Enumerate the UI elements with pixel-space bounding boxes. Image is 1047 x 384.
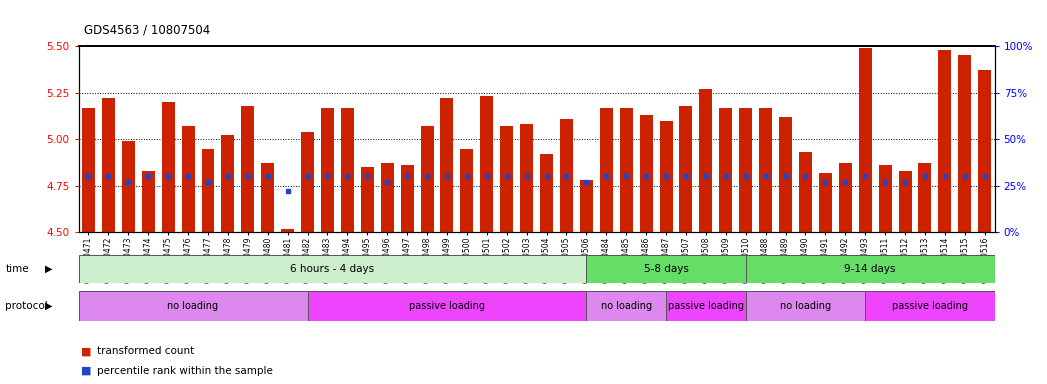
- Bar: [282, 228, 294, 232]
- Text: 9-14 days: 9-14 days: [845, 264, 896, 274]
- Bar: [958, 55, 972, 232]
- Bar: [520, 124, 533, 232]
- Text: protocol: protocol: [5, 301, 48, 311]
- Bar: [580, 180, 593, 232]
- Text: transformed count: transformed count: [97, 346, 195, 356]
- Bar: [600, 108, 612, 232]
- Bar: [859, 48, 872, 232]
- Bar: [262, 164, 274, 232]
- Bar: [759, 108, 772, 232]
- Bar: [141, 171, 155, 232]
- Text: passive loading: passive loading: [668, 301, 743, 311]
- Bar: [79, 255, 586, 283]
- Bar: [540, 154, 553, 232]
- Bar: [586, 255, 745, 283]
- Bar: [680, 106, 692, 232]
- Bar: [745, 291, 865, 321]
- Text: 5-8 days: 5-8 days: [644, 264, 689, 274]
- Bar: [878, 165, 892, 232]
- Bar: [361, 167, 374, 232]
- Bar: [201, 149, 215, 232]
- Bar: [82, 108, 95, 232]
- Bar: [121, 141, 135, 232]
- Text: passive loading: passive loading: [409, 301, 485, 311]
- Bar: [978, 70, 992, 232]
- Bar: [640, 115, 652, 232]
- Bar: [745, 255, 995, 283]
- Bar: [461, 149, 473, 232]
- Bar: [779, 117, 792, 232]
- Text: passive loading: passive loading: [892, 301, 967, 311]
- Text: ■: ■: [81, 366, 91, 376]
- Bar: [865, 291, 995, 321]
- Bar: [242, 106, 254, 232]
- Bar: [102, 98, 115, 232]
- Text: no loading: no loading: [168, 301, 219, 311]
- Text: percentile rank within the sample: percentile rank within the sample: [97, 366, 273, 376]
- Bar: [421, 126, 433, 232]
- Bar: [819, 173, 831, 232]
- Bar: [500, 126, 513, 232]
- Bar: [719, 108, 732, 232]
- Text: no loading: no loading: [780, 301, 831, 311]
- Bar: [221, 136, 235, 232]
- Text: time: time: [5, 264, 29, 274]
- Bar: [181, 126, 195, 232]
- Bar: [321, 108, 334, 232]
- Bar: [381, 164, 394, 232]
- Text: 6 hours - 4 days: 6 hours - 4 days: [290, 264, 375, 274]
- Bar: [79, 291, 308, 321]
- Bar: [938, 50, 952, 232]
- Bar: [586, 291, 666, 321]
- Text: no loading: no loading: [601, 301, 652, 311]
- Text: ▶: ▶: [45, 264, 52, 274]
- Bar: [660, 121, 672, 232]
- Bar: [666, 291, 745, 321]
- Bar: [481, 96, 493, 232]
- Bar: [918, 164, 932, 232]
- Bar: [341, 108, 354, 232]
- Bar: [401, 165, 414, 232]
- Bar: [441, 98, 453, 232]
- Text: ▶: ▶: [45, 301, 52, 311]
- Bar: [302, 132, 314, 232]
- Bar: [839, 164, 852, 232]
- Bar: [799, 152, 811, 232]
- Text: GDS4563 / 10807504: GDS4563 / 10807504: [84, 23, 210, 36]
- Bar: [699, 89, 712, 232]
- Bar: [161, 102, 175, 232]
- Bar: [560, 119, 573, 232]
- Text: ■: ■: [81, 346, 91, 356]
- Bar: [308, 291, 586, 321]
- Bar: [739, 108, 752, 232]
- Bar: [898, 171, 912, 232]
- Bar: [620, 108, 632, 232]
